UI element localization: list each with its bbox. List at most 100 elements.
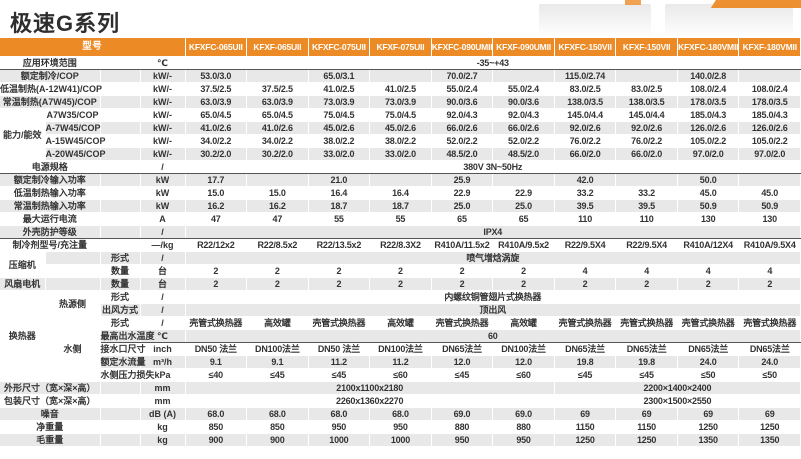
model-header: KFXF-090UMII <box>492 38 555 57</box>
spec-value: 66.0/2.6 <box>431 121 494 135</box>
spec-row: 换热器 热源侧 形式 / 内螺纹铜管翅片式换热器 <box>0 290 801 382</box>
spec-value: 25.0 <box>492 199 555 213</box>
spec-value: R22/9.5X4 <box>615 238 678 252</box>
spec-value: 76.0/2.2 <box>615 134 678 148</box>
spec-value: ≤45 <box>554 368 617 382</box>
model-header: KFXF-150VII <box>615 38 678 57</box>
model-header: KFXF-075UII <box>369 38 432 57</box>
row-label: 形式 <box>100 290 141 304</box>
spec-value: 55.0/2.4 <box>431 82 494 96</box>
spec-value: 11.2 <box>308 355 371 369</box>
model-header: KFXFC-090UMII <box>431 38 494 57</box>
spec-row: 外壳防护等级 / IPX4 <box>0 225 801 239</box>
spec-value: 63.0/3.9 <box>246 95 309 109</box>
spacer-cell <box>45 264 101 278</box>
spec-value: 37.5/2.5 <box>185 82 248 96</box>
spec-value: 33.0/2.0 <box>369 147 432 161</box>
spacer-cell <box>100 82 141 96</box>
row-unit: ℃ <box>140 329 186 343</box>
row-label: 电源规格 <box>0 160 101 174</box>
spec-value: 41.0/2.6 <box>246 121 309 135</box>
spec-value: DN100法兰 <box>369 342 432 356</box>
spec-value: 63.0/3.9 <box>185 95 248 109</box>
spec-row: 应用环境范围 ℃ -35~+43 <box>0 56 801 70</box>
spacer-cell <box>100 160 141 174</box>
spec-value: DN65法兰 <box>431 342 494 356</box>
spec-value: DN100法兰 <box>246 342 309 356</box>
row-label: 制冷剂型号/充注量 <box>0 238 101 252</box>
spec-value: 24.0 <box>738 355 801 369</box>
spec-value: 15.0 <box>246 186 309 200</box>
spec-value: 19.8 <box>615 355 678 369</box>
spec-row: 毛重量 kg 900 900 1000 1000 950 950 1250 1250 1350 135… <box>0 433 801 447</box>
spec-value: 2 <box>308 264 371 278</box>
model-header: KFXFC-150VII <box>554 38 617 57</box>
spec-value: 41.0/2.6 <box>185 121 248 135</box>
spec-value: 1250 <box>677 420 740 434</box>
spec-value: ≤45 <box>431 368 494 382</box>
model-header: KFXFC-075UII <box>308 38 371 57</box>
spec-value: DN65法兰 <box>615 342 678 356</box>
row-label: 最大运行电流 <box>0 212 101 226</box>
row-unit: inch <box>140 342 186 356</box>
row-label: 最高出水温度 <box>100 329 155 343</box>
orange-accent-icon <box>625 0 641 5</box>
spec-value: 52.0/2.2 <box>492 134 555 148</box>
spec-value: ≤45 <box>615 368 678 382</box>
spec-value: 41.0/2.5 <box>369 82 432 96</box>
spec-value: 126.0/2.6 <box>738 121 801 135</box>
spacer-cell <box>45 277 101 291</box>
spec-value <box>615 173 678 187</box>
row-label: A7W35/COP <box>45 108 101 122</box>
spec-value: ≤50 <box>677 368 740 382</box>
spec-value: 2 <box>369 277 432 291</box>
spec-value: 4 <box>554 264 617 278</box>
spec-row: 风扇电机 数量台 2 2 2 2 2 2 2 2 2 2 <box>0 277 801 291</box>
spec-value: ≤45 <box>308 368 371 382</box>
spec-value: 1150 <box>615 420 678 434</box>
spec-value: 1250 <box>615 433 678 447</box>
spec-value: 喷气增焓涡旋 <box>185 251 801 265</box>
spec-value: ≤40 <box>185 368 248 382</box>
spec-value: 2300×1500×2550 <box>554 394 801 408</box>
spacer-cell <box>100 134 141 148</box>
model-header: KFXFC-065UII <box>185 38 248 57</box>
spec-value: 68.0 <box>369 407 432 421</box>
spacer-cell <box>100 121 141 135</box>
row-unit: kW/- <box>140 95 186 109</box>
spec-value: R22/8.3X2 <box>369 238 432 252</box>
spec-value: 950 <box>492 433 555 447</box>
spec-value: 65 <box>492 212 555 226</box>
spec-value: 110 <box>615 212 678 226</box>
spec-value: 68.0 <box>308 407 371 421</box>
spec-value: 1250 <box>554 433 617 447</box>
row-unit: A <box>140 212 186 226</box>
row-label: 常温制热输入功率 <box>0 199 101 213</box>
spec-value: 850 <box>246 420 309 434</box>
spacer-cell <box>100 225 141 239</box>
spec-value: 83.0/2.5 <box>615 82 678 96</box>
row-label: 出风方式 <box>100 303 141 317</box>
spec-value: 壳管式换热器 <box>431 316 494 330</box>
spec-value: 97.0/2.0 <box>738 147 801 161</box>
spacer-cell <box>100 381 141 395</box>
spec-value: 126.0/2.6 <box>677 121 740 135</box>
spec-value: 140.0/2.8 <box>677 69 740 83</box>
spec-value: 2 <box>369 264 432 278</box>
spec-value: 1350 <box>738 433 801 447</box>
spec-value: 69 <box>554 407 617 421</box>
spacer-cell <box>100 394 141 408</box>
spec-value: 15.0 <box>185 186 248 200</box>
spec-value: 70.0/2.7 <box>431 69 494 83</box>
spec-value: 108.0/2.4 <box>677 82 740 96</box>
row-label: 外壳防护等级 <box>0 225 101 239</box>
spec-value <box>369 173 432 187</box>
spec-value: 2 <box>677 277 740 291</box>
spec-value: 90.0/3.6 <box>431 95 494 109</box>
row-unit: 台 <box>140 277 186 291</box>
spec-value: 55 <box>369 212 432 226</box>
spec-value: 138.0/3.5 <box>554 95 617 109</box>
spec-value: 97.0/2.0 <box>677 147 740 161</box>
spec-value: 18.7 <box>369 199 432 213</box>
spec-value: 22.9 <box>431 186 494 200</box>
